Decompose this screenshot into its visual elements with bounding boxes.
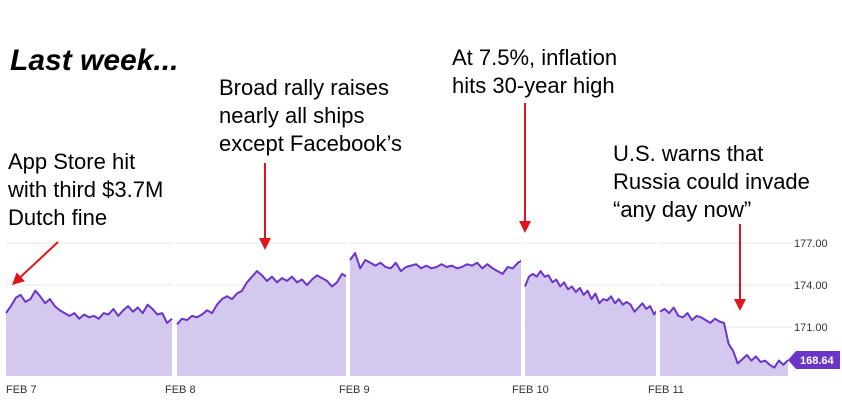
annotation-line: Russia could invade [613,169,810,194]
price-area-session [660,307,788,376]
annotation-line: hits 30-year high [452,73,615,98]
price-line [5,252,789,369]
x-axis: FEB 7 FEB 8 FEB 9 FEB 10 FEB 11 [6,384,684,396]
price-line-session [176,270,348,325]
annotation-line: App Store hit [8,149,136,174]
session-separators [173,230,659,376]
price-area-session [177,271,347,376]
price-area-session [6,290,172,376]
price-line-session [349,252,524,275]
annotation-line: U.S. warns that [613,141,764,166]
arrow-head [519,221,531,233]
last-price-label: 168.64 [800,355,835,367]
arrow-head [734,299,746,311]
annotation-app-store: App Store hit with third $3.7M Dutch fin… [8,148,163,232]
price-line-session [659,306,789,369]
session-separator [173,230,176,376]
annotation-arrow [734,224,746,311]
headline: Last week... [10,44,179,77]
annotation-line: Dutch fine [8,205,108,230]
price-line-session [524,270,659,316]
annotation-broad-rally: Broad rally raises nearly all ships exce… [219,74,402,158]
annotation-arrow [519,103,531,233]
arrow-head [12,272,25,285]
x-tick-label: FEB 11 [648,384,684,396]
annotation-line: “any day now” [613,197,752,222]
x-tick-label: FEB 8 [165,384,196,396]
price-area-session [350,253,523,376]
price-area [6,253,788,376]
x-tick-label: FEB 10 [512,384,549,396]
x-tick-label: FEB 9 [339,384,370,396]
y-tick-label: 174.00 [794,280,828,292]
annotation-line: nearly all ships [219,103,365,128]
last-price-badge-shape [788,351,840,370]
annotation-arrow [12,241,59,285]
price-line-session [5,289,173,324]
annotation-arrow [259,163,271,250]
arrow-head [259,238,271,250]
last-price-badge: 168.64 [788,351,840,370]
y-axis: 177.00 174.00 171.00 [794,238,828,334]
session-separator [346,230,349,376]
y-tick-label: 171.00 [794,322,828,334]
annotation-line: with third $3.7M [8,177,164,202]
annotation-line: At 7.5%, inflation [452,45,618,70]
annotation-line: except Facebook’s [219,131,403,156]
arrow-shaft [20,241,59,278]
annotation-arrows [12,103,746,311]
annotation-russia: U.S. warns that Russia could invade “any… [613,140,810,224]
session-separator [656,230,659,376]
annotation-line: Broad rally raises [219,75,389,100]
annotation-inflation: At 7.5%, inflation hits 30-year high [452,44,617,100]
x-tick-label: FEB 7 [6,384,37,396]
y-tick-label: 177.00 [794,238,828,250]
price-area-session [525,271,658,376]
session-separator [521,230,524,376]
